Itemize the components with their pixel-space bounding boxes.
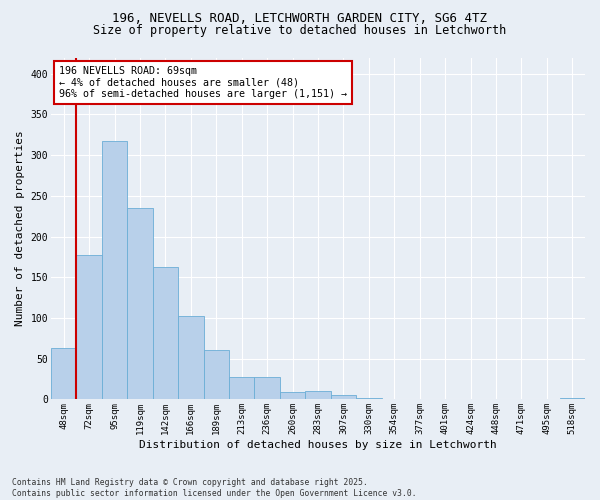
Text: 196 NEVELLS ROAD: 69sqm
← 4% of detached houses are smaller (48)
96% of semi-det: 196 NEVELLS ROAD: 69sqm ← 4% of detached…	[59, 66, 347, 99]
Text: Size of property relative to detached houses in Letchworth: Size of property relative to detached ho…	[94, 24, 506, 37]
Text: Contains HM Land Registry data © Crown copyright and database right 2025.
Contai: Contains HM Land Registry data © Crown c…	[12, 478, 416, 498]
Text: 196, NEVELLS ROAD, LETCHWORTH GARDEN CITY, SG6 4TZ: 196, NEVELLS ROAD, LETCHWORTH GARDEN CIT…	[113, 12, 487, 26]
Bar	[433, 398, 458, 400]
Bar	[280, 392, 305, 400]
Bar	[152, 266, 178, 400]
Bar	[305, 392, 331, 400]
X-axis label: Distribution of detached houses by size in Letchworth: Distribution of detached houses by size …	[139, 440, 497, 450]
Bar	[127, 208, 152, 400]
Bar	[203, 350, 229, 400]
Y-axis label: Number of detached properties: Number of detached properties	[15, 130, 25, 326]
Bar	[229, 376, 254, 400]
Bar	[356, 398, 382, 400]
Bar	[102, 142, 127, 400]
Bar	[331, 396, 356, 400]
Bar	[382, 398, 407, 400]
Bar	[560, 398, 585, 400]
Bar	[76, 254, 102, 400]
Bar	[254, 378, 280, 400]
Bar	[51, 348, 76, 400]
Bar	[407, 398, 433, 400]
Bar	[178, 316, 203, 400]
